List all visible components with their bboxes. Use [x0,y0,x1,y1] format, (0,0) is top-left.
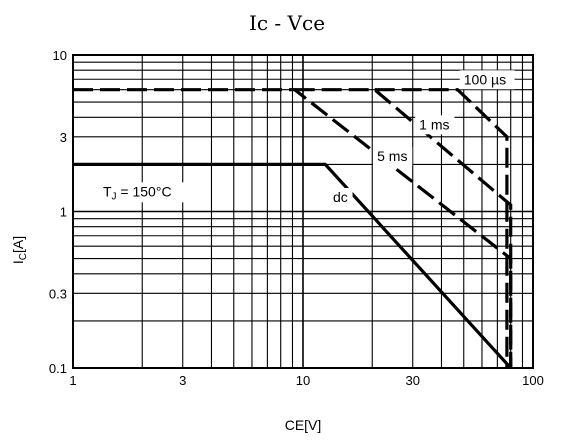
annotation-bg [459,70,515,90]
y-tick-label: 0.3 [49,286,67,301]
y-tick-label: 3 [60,130,67,145]
plot-frame [72,54,534,369]
y-axis-label-main: I [10,260,26,264]
annotations: TJ = 150°C 100 µs 1 ms 5 ms dc [98,70,515,208]
annotation-label-2: 1 ms [419,116,449,132]
x-tick-label: 10 [296,373,310,388]
annotation-bg [328,188,353,208]
series-line-2 [294,88,513,368]
annotation-label-1: 100 µs [464,71,506,87]
annotation-bg [415,115,455,135]
y-axis-label: IC[A] [10,236,29,264]
annotation-bg [373,147,413,167]
series-line-3 [374,88,509,368]
annotation-label-3: 5 ms [377,148,407,164]
y-tick-label: 1 [60,205,67,220]
annotation-label-4: dc [333,189,348,205]
x-tick-label: 3 [179,373,186,388]
y-axis-label-sub: C [18,253,29,260]
x-axis-label: CE[V] [285,417,322,433]
annotation-bg [98,182,195,203]
x-tick-label: 1 [69,373,76,388]
series-line-0 [73,162,512,370]
y-axis-label-unit: [A] [10,236,26,253]
tick-labels: 1 3 10 30 100 0.1 0.3 1 3 10 [49,48,544,388]
x-tick-label: 30 [406,373,420,388]
x-tick-label: 100 [522,373,544,388]
chart-title: Ic - Vce [249,11,325,35]
annotation-temperature: TJ = 150°C [103,183,172,202]
series-group [73,88,513,370]
y-tick-label: 10 [53,48,67,63]
y-tick-label: 0.1 [49,361,67,376]
grid-lines [73,55,533,368]
